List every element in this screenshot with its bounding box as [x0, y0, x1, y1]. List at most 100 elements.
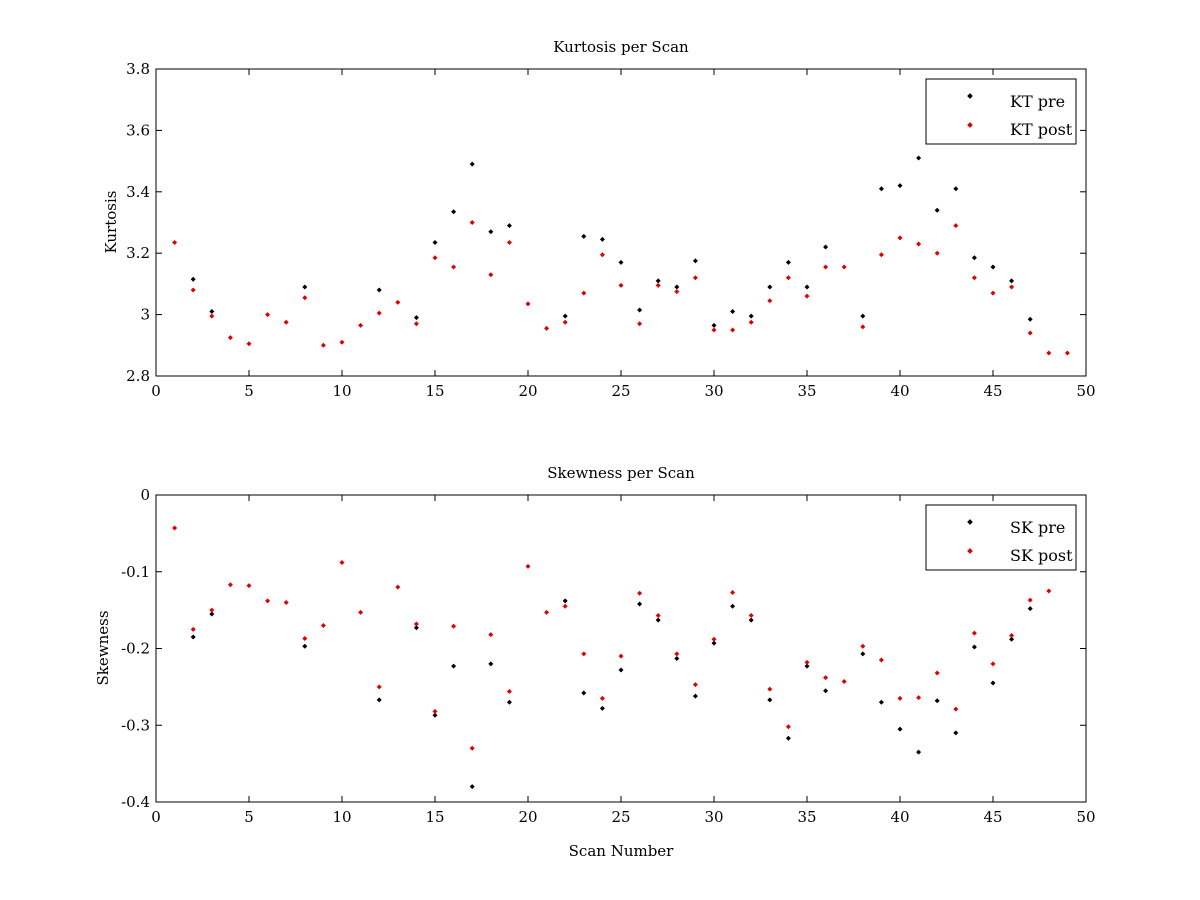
kurtosis-point-pre	[599, 236, 605, 242]
skewness-point-pre	[1027, 606, 1033, 612]
kurtosis-point-post	[190, 287, 196, 293]
skewness-point-pre	[730, 603, 736, 609]
kurtosis-legend-label-post: KT post	[1010, 120, 1073, 139]
kurtosis-point-post	[432, 255, 438, 261]
kurtosis-ytick-label: 3.6	[126, 121, 150, 139]
kurtosis-point-pre	[637, 307, 643, 313]
kurtosis-legend-label-pre: KT pre	[1010, 92, 1065, 111]
kurtosis-point-pre	[934, 207, 940, 213]
kurtosis-point-post	[283, 319, 289, 325]
kurtosis-point-pre	[451, 209, 457, 215]
skewness-point-post	[544, 609, 550, 615]
kurtosis-point-post	[637, 321, 643, 327]
kurtosis-ytick-label: 2.8	[126, 367, 150, 385]
skewness-point-pre	[506, 699, 512, 705]
skewness-point-post	[878, 657, 884, 663]
skewness-point-post	[730, 589, 736, 595]
skewness-point-pre	[581, 690, 587, 696]
skewness-xtick-label: 30	[704, 808, 723, 826]
skewness-point-pre	[469, 784, 475, 790]
skewness-ytick-label: -0.4	[121, 793, 150, 811]
kurtosis-ticks: 0 5 10 15 20 25 30 35 40 45 50 2.8 3 3.2 3.4 3.6 3.8	[126, 60, 1095, 400]
skewness-legend: SK pre SK post	[925, 504, 1077, 571]
skewness-marks	[172, 525, 1052, 790]
kurtosis-point-post	[1046, 350, 1052, 356]
kurtosis-point-pre	[562, 313, 568, 319]
skewness-point-post	[1009, 632, 1015, 638]
kurtosis-point-pre	[655, 278, 661, 284]
skewness-point-post	[506, 688, 512, 694]
skewness-point-post	[655, 612, 661, 618]
skewness-point-post	[897, 695, 903, 701]
kurtosis-point-pre	[990, 264, 996, 270]
skewness-point-pre	[748, 617, 754, 623]
kurtosis-point-post	[823, 264, 829, 270]
kurtosis-legend: KT pre KT post	[925, 78, 1077, 145]
skewness-point-pre	[674, 655, 680, 661]
skewness-point-post	[246, 583, 252, 589]
skewness-xtick-label: 50	[1076, 808, 1095, 826]
kurtosis-panel: 0 5 10 15 20 25 30 35 40 45 50 2.8 3 3.2 3.4 3.6 3.8 Kur…	[102, 38, 1096, 400]
skewness-point-post	[227, 582, 233, 588]
kurtosis-point-pre	[618, 259, 624, 265]
kurtosis-point-pre	[674, 284, 680, 290]
skewness-point-post	[172, 525, 178, 531]
kurtosis-xtick-label: 40	[890, 382, 909, 400]
kurtosis-xtick-label: 20	[518, 382, 537, 400]
skewness-point-pre	[953, 730, 959, 736]
skewness-ytick-label: -0.2	[121, 640, 150, 658]
kurtosis-title: Kurtosis per Scan	[553, 38, 689, 56]
kurtosis-point-post	[971, 275, 977, 281]
skewness-point-post	[860, 643, 866, 649]
skewness-point-pre	[823, 688, 829, 694]
skewness-point-post	[413, 621, 419, 627]
skewness-point-post	[971, 630, 977, 636]
skewness-xtick-label: 25	[611, 808, 630, 826]
skewness-point-post	[674, 651, 680, 657]
skewness-point-post	[599, 695, 605, 701]
kurtosis-point-post	[209, 313, 215, 319]
skewness-point-post	[1046, 588, 1052, 594]
skewness-point-post	[562, 603, 568, 609]
skewness-point-post	[395, 584, 401, 590]
kurtosis-point-post	[358, 322, 364, 328]
kurtosis-xtick-label: 35	[797, 382, 816, 400]
skewness-point-post	[637, 590, 643, 596]
kurtosis-point-pre	[823, 244, 829, 250]
kurtosis-point-post	[581, 290, 587, 296]
skewness-point-post	[358, 609, 364, 615]
kurtosis-point-post	[618, 282, 624, 288]
kurtosis-legend-marker-pre	[967, 93, 973, 99]
skewness-point-post	[209, 607, 215, 613]
kurtosis-point-post	[246, 341, 252, 347]
skewness-xtick-label: 35	[797, 808, 816, 826]
kurtosis-point-post	[506, 239, 512, 245]
kurtosis-xtick-label: 25	[611, 382, 630, 400]
kurtosis-point-post	[1009, 284, 1015, 290]
kurtosis-legend-box	[925, 78, 1077, 145]
kurtosis-point-pre	[711, 322, 717, 328]
skewness-point-post	[265, 598, 271, 604]
skewness-point-pre	[804, 663, 810, 669]
kurtosis-point-post	[916, 241, 922, 247]
kurtosis-point-post	[860, 324, 866, 330]
kurtosis-point-pre	[1009, 278, 1015, 284]
kurtosis-point-pre	[804, 284, 810, 290]
skewness-legend-label-pre: SK pre	[1010, 518, 1065, 537]
skewness-point-pre	[897, 726, 903, 732]
skewness-point-post	[432, 708, 438, 714]
skewness-point-pre	[488, 661, 494, 667]
skewness-point-post	[804, 659, 810, 665]
kurtosis-xtick-label: 15	[425, 382, 444, 400]
kurtosis-ytick-label: 3.8	[126, 60, 150, 78]
kurtosis-point-post	[748, 319, 754, 325]
skewness-point-post	[692, 682, 698, 688]
kurtosis-point-post	[692, 275, 698, 281]
skewness-point-pre	[916, 749, 922, 755]
skewness-point-post	[841, 679, 847, 685]
kurtosis-legend-marker-post	[967, 122, 973, 128]
skewness-xtick-label: 5	[244, 808, 254, 826]
skewness-point-post	[748, 612, 754, 618]
kurtosis-point-post	[711, 327, 717, 333]
skewness-legend-marker-post	[967, 548, 973, 554]
